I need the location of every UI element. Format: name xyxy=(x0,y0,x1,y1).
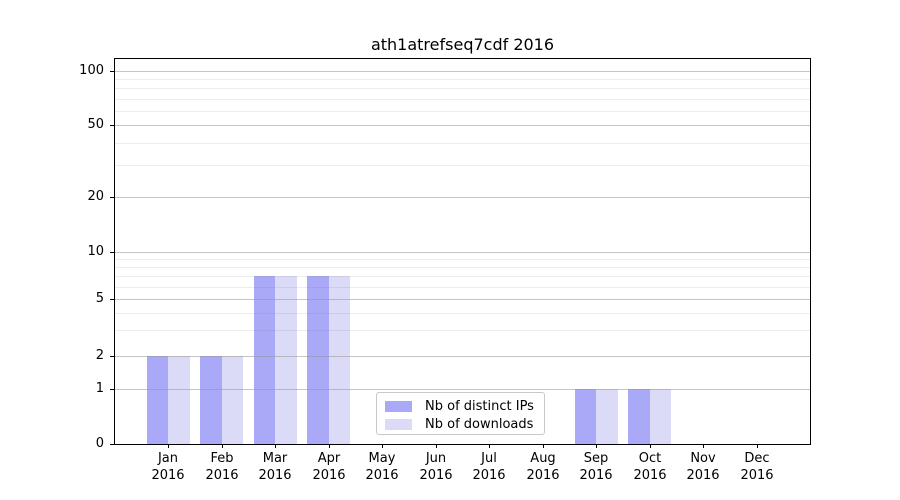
gridline-major-1 xyxy=(115,389,810,390)
gridline-minor-90 xyxy=(115,79,810,80)
bar-downloads-sep xyxy=(596,388,618,444)
gridline-minor-70 xyxy=(115,99,810,100)
plot-area: Nb of distinct IPs Nb of downloads 0 1 2 5 1… xyxy=(79,58,811,483)
y-tick-1 xyxy=(110,389,115,390)
y-tick-label-100: 100 xyxy=(79,63,104,78)
y-tick-label-2: 2 xyxy=(95,348,104,363)
gridline-major-10 xyxy=(115,252,810,253)
x-tick-label-aug: Aug 2016 xyxy=(526,451,560,483)
legend-row-downloads: Nb of downloads xyxy=(385,415,544,433)
x-tick-sep xyxy=(596,444,597,448)
x-tick-label-apr: Apr 2016 xyxy=(312,451,346,483)
gridline-minor-9 xyxy=(115,259,810,260)
gridline-major-20 xyxy=(115,197,810,198)
gridline-minor-6 xyxy=(115,287,810,288)
x-tick-nov xyxy=(703,444,704,448)
x-tick-label-sep: Sep 2016 xyxy=(579,451,613,483)
y-tick-100 xyxy=(110,71,115,72)
bar-distinct-ips-jan xyxy=(146,355,169,444)
bar-distinct-ips-oct xyxy=(628,388,650,444)
bar-downloads-feb xyxy=(221,355,244,444)
gridline-minor-80 xyxy=(115,88,810,89)
x-tick-may xyxy=(382,444,383,448)
gridline-major-100 xyxy=(115,71,810,72)
bar-downloads-mar xyxy=(275,275,297,444)
y-tick-label-0: 0 xyxy=(95,436,104,451)
bar-distinct-ips-mar xyxy=(253,275,276,444)
x-tick-feb xyxy=(222,444,223,448)
y-tick-10 xyxy=(110,252,115,253)
legend-swatch-downloads xyxy=(385,418,412,430)
bar-downloads-apr xyxy=(328,275,351,444)
y-tick-20 xyxy=(110,197,115,198)
x-tick-label-dec: Dec 2016 xyxy=(740,451,774,483)
y-tick-label-50: 50 xyxy=(87,117,104,132)
x-tick-dec xyxy=(757,444,758,448)
y-tick-label-1: 1 xyxy=(95,381,104,396)
y-tick-50 xyxy=(110,125,115,126)
chart-title: ath1atrefseq7cdf 2016 xyxy=(370,35,555,54)
legend-swatch-distinct-ips xyxy=(385,400,412,412)
gridline-major-50 xyxy=(115,125,810,126)
x-tick-jul xyxy=(489,444,490,448)
x-tick-apr xyxy=(329,444,330,448)
x-tick-label-jan: Jan 2016 xyxy=(151,451,185,483)
x-tick-label-mar: Mar 2016 xyxy=(258,451,292,483)
gridline-major-2 xyxy=(115,356,810,357)
y-tick-label-20: 20 xyxy=(87,189,104,204)
x-tick-label-feb: Feb 2016 xyxy=(205,451,239,483)
bar-downloads-oct xyxy=(649,388,672,444)
legend-row-distinct-ips: Nb of distinct IPs xyxy=(385,397,544,415)
y-tick-label-5: 5 xyxy=(95,291,104,306)
x-tick-label-oct: Oct 2016 xyxy=(633,451,667,483)
y-tick-label-10: 10 xyxy=(87,244,104,259)
bar-distinct-ips-apr xyxy=(307,275,329,444)
y-tick-5 xyxy=(110,299,115,300)
y-tick-2 xyxy=(110,356,115,357)
x-tick-label-nov: Nov 2016 xyxy=(686,451,720,483)
legend-label-downloads: Nb of downloads xyxy=(425,416,534,432)
gridline-minor-30 xyxy=(115,165,810,166)
x-tick-label-jul: Jul 2016 xyxy=(472,451,506,483)
x-tick-aug xyxy=(543,444,544,448)
gridline-major-5 xyxy=(115,299,810,300)
x-tick-label-jun: Jun 2016 xyxy=(419,451,453,483)
gridline-minor-7 xyxy=(115,276,810,277)
gridline-minor-8 xyxy=(115,267,810,268)
bar-distinct-ips-feb xyxy=(200,355,222,444)
x-tick-jun xyxy=(436,444,437,448)
gridline-minor-60 xyxy=(115,111,810,112)
gridline-minor-4 xyxy=(115,313,810,314)
gridline-minor-3 xyxy=(115,330,810,331)
legend: Nb of distinct IPs Nb of downloads xyxy=(376,392,545,435)
legend-label-distinct-ips: Nb of distinct IPs xyxy=(425,398,534,414)
x-tick-jan xyxy=(168,444,169,448)
x-tick-label-may: May 2016 xyxy=(365,451,399,483)
y-tick-0 xyxy=(110,444,115,445)
x-tick-mar xyxy=(275,444,276,448)
x-tick-oct xyxy=(650,444,651,448)
gridline-minor-40 xyxy=(115,143,810,144)
bar-downloads-jan xyxy=(168,355,190,444)
bar-distinct-ips-sep xyxy=(574,388,597,444)
